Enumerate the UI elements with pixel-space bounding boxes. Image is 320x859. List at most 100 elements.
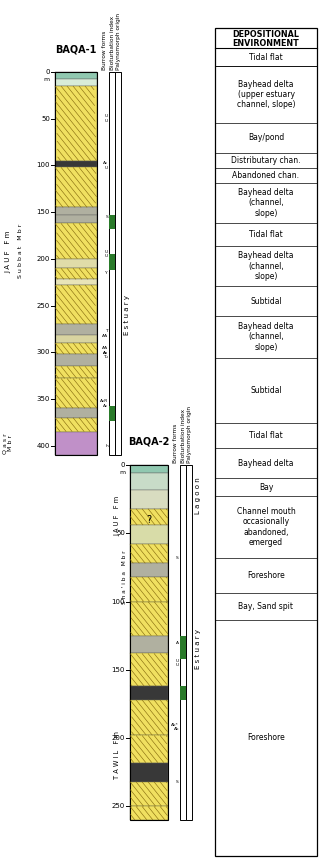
Bar (55, 208, 97, 215)
Text: BAQA-2: BAQA-2 (128, 437, 170, 447)
Bar (130, 763, 168, 782)
Text: Bayhead delta
(channel,
slope): Bayhead delta (channel, slope) (238, 188, 294, 218)
Bar (55, 168, 97, 208)
Text: m: m (44, 77, 50, 82)
Text: Y: Y (105, 271, 108, 275)
Text: J A U F   F m: J A U F F m (5, 230, 11, 273)
Bar (130, 735, 168, 763)
Bar (55, 78, 97, 86)
Text: Bayhead delta
(upper estuary
channel, slope): Bayhead delta (upper estuary channel, sl… (237, 80, 295, 109)
Text: h: h (105, 443, 108, 448)
Text: A: A (176, 641, 179, 644)
Text: Burrow forms: Burrow forms (173, 423, 178, 463)
Bar (130, 654, 168, 686)
Bar (109, 215, 115, 229)
Text: Ac: Ac (103, 405, 108, 408)
Text: Ac
Tu: Ac Tu (103, 350, 108, 359)
Text: U
U: U U (105, 114, 108, 123)
Bar (130, 601, 168, 636)
Bar (130, 686, 168, 700)
Text: Ac
U: Ac U (103, 161, 108, 170)
Text: 400: 400 (36, 442, 50, 448)
Text: T A W I L   F m: T A W I L F m (114, 731, 120, 779)
Bar (130, 807, 168, 820)
Bar (55, 324, 97, 335)
Text: BAQA-1: BAQA-1 (55, 44, 97, 54)
Text: S: S (176, 780, 179, 783)
Text: L a g o o n: L a g o o n (195, 478, 201, 514)
Text: Subtidal: Subtidal (250, 296, 282, 306)
Text: AcR: AcR (100, 399, 108, 403)
Bar (115, 72, 121, 455)
Bar (55, 215, 97, 223)
Bar (130, 564, 168, 577)
Bar (55, 72, 97, 78)
Bar (130, 465, 168, 820)
Text: Burrow forms: Burrow forms (102, 31, 107, 70)
Bar (55, 408, 97, 417)
Text: E s t u a r y: E s t u a r y (195, 630, 201, 669)
Bar (130, 509, 168, 525)
Text: Foreshore: Foreshore (247, 571, 285, 580)
Text: Bayhead delta
(channel,
slope): Bayhead delta (channel, slope) (238, 322, 294, 352)
Text: Bay: Bay (259, 483, 273, 491)
Text: ENVIRONMENT: ENVIRONMENT (233, 39, 300, 48)
Bar (109, 254, 115, 270)
Text: Bayhead delta: Bayhead delta (238, 459, 294, 467)
Text: 200: 200 (112, 735, 125, 741)
Bar (130, 465, 168, 473)
Bar (109, 72, 115, 455)
Text: Tidal flat: Tidal flat (249, 52, 283, 62)
Bar (55, 431, 97, 455)
Text: 100: 100 (36, 162, 50, 168)
Text: m: m (119, 470, 125, 475)
Bar (215, 28, 317, 856)
Text: 350: 350 (36, 396, 50, 402)
Text: ?: ? (147, 515, 152, 525)
Text: Abandoned chan.: Abandoned chan. (233, 171, 300, 180)
Text: 150: 150 (36, 209, 50, 215)
Bar (55, 161, 97, 168)
Bar (55, 86, 97, 161)
Text: Foreshore: Foreshore (247, 734, 285, 742)
Text: Bioturbation index: Bioturbation index (181, 409, 186, 463)
Bar (55, 285, 97, 324)
Text: Ak*
Ak: Ak* Ak (171, 723, 179, 732)
Text: T
AA: T AA (102, 329, 108, 338)
Bar (130, 545, 168, 564)
Text: 50: 50 (116, 530, 125, 536)
Text: Tidal flat: Tidal flat (249, 230, 283, 239)
Text: S h a ' i b a   M b r: S h a ' i b a M b r (122, 551, 126, 605)
Text: 0: 0 (45, 69, 50, 75)
Bar (55, 268, 97, 279)
Text: 250: 250 (37, 302, 50, 308)
Text: E s t u a r y: E s t u a r y (124, 295, 130, 335)
Bar (55, 343, 97, 354)
Bar (180, 686, 186, 700)
Text: Subtidal: Subtidal (250, 386, 282, 395)
Text: U
U: U U (176, 659, 179, 667)
Bar (55, 72, 97, 455)
Text: 0: 0 (121, 462, 125, 468)
Bar (186, 465, 192, 820)
Bar (180, 465, 186, 820)
Text: 100: 100 (111, 599, 125, 605)
Bar (55, 335, 97, 343)
Bar (130, 577, 168, 601)
Bar (109, 406, 115, 422)
Bar (55, 366, 97, 379)
Text: Distributary chan.: Distributary chan. (231, 156, 301, 165)
Text: DEPOSITIONAL: DEPOSITIONAL (233, 30, 300, 39)
Text: Q a s r
M b r: Q a s r M b r (3, 433, 13, 454)
Bar (55, 223, 97, 259)
Bar (55, 259, 97, 268)
Bar (130, 525, 168, 545)
Bar (130, 700, 168, 735)
Text: 150: 150 (112, 667, 125, 673)
Text: Tidal flat: Tidal flat (249, 431, 283, 440)
Text: Bayhead delta
(channel,
slope): Bayhead delta (channel, slope) (238, 251, 294, 281)
Text: S: S (105, 215, 108, 219)
Text: 300: 300 (36, 350, 50, 356)
Bar (55, 279, 97, 285)
Bar (130, 636, 168, 654)
